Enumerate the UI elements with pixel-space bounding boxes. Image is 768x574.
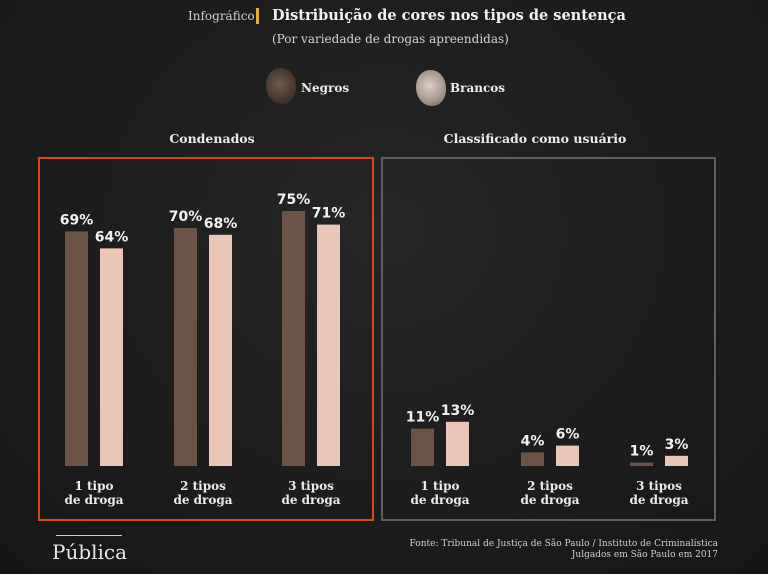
value-label-negros-usuario-3: 1% [630,444,654,460]
category-label-line: de droga [173,493,233,507]
fingerprint-brancos-icon [416,70,446,106]
value-label-negros-condenados-2: 70% [169,209,203,225]
category-label-line: 2 tipos [527,479,573,493]
category-label-usuario-2: 2 tipos de droga [495,479,605,507]
category-label-condenados-1: 1 tipo de droga [39,479,149,507]
bar-negros-condenados-1 [65,231,88,466]
panel-frame-condenados [38,157,374,521]
legend-negros-label: Negros [301,81,350,95]
panel-title-usuario: Classificado como usuário [443,131,627,146]
bar-brancos-usuario-3 [665,455,688,466]
source-note: Fonte: Tribunal de Justiça de São Paulo … [410,539,718,561]
value-label-brancos-condenados-1: 64% [95,229,129,245]
category-label-line: de droga [520,493,580,507]
legend-brancos-label: Brancos [450,81,506,95]
infographic-kicker: Infográfico [188,9,255,23]
bar-brancos-condenados-1 [100,248,123,466]
value-label-brancos-condenados-2: 68% [204,216,238,232]
category-label-line: de droga [64,493,124,507]
value-label-negros-condenados-3: 75% [277,192,311,208]
category-label-condenados-2: 2 tipos de droga [148,479,258,507]
source-line-1: Fonte: Tribunal de Justiça de São Paulo … [409,539,718,549]
category-label-line: 1 tipo [74,479,114,493]
panel-frame-usuario [381,157,716,521]
chart-title: Distribuição de cores nos tipos de sente… [272,7,626,24]
bar-negros-usuario-2 [521,452,544,466]
category-label-line: 2 tipos [180,479,226,493]
bar-brancos-condenados-2 [209,234,232,466]
publica-logo: Pública [52,540,128,564]
value-label-negros-usuario-2: 4% [521,433,545,449]
bar-brancos-usuario-1 [446,421,469,466]
category-label-usuario-1: 1 tipo de droga [385,479,495,507]
bar-brancos-condenados-3 [317,224,340,466]
value-label-brancos-usuario-1: 13% [441,403,475,419]
value-label-brancos-usuario-3: 3% [665,437,689,453]
value-label-negros-condenados-1: 69% [60,212,94,228]
source-line-2: Julgados em São Paulo em 2017 [571,550,718,560]
category-label-line: 3 tipos [288,479,334,493]
bar-brancos-usuario-2 [556,445,579,466]
category-label-line: de droga [629,493,689,507]
category-label-line: de droga [281,493,341,507]
bar-negros-usuario-3 [630,462,653,466]
fingerprint-negros-icon [266,68,296,104]
category-label-line: 3 tipos [636,479,682,493]
bar-negros-condenados-3 [282,211,305,466]
kicker-divider [256,8,259,24]
value-label-brancos-condenados-3: 71% [312,206,346,222]
category-label-line: de droga [410,493,470,507]
panel-title-condenados: Condenados [169,131,255,146]
bar-negros-condenados-2 [174,228,197,466]
chart-subtitle: (Por variedade de drogas apreendidas) [272,32,509,46]
category-label-usuario-3: 3 tipos de droga [604,479,714,507]
bar-negros-usuario-1 [411,428,434,466]
logo-mark [56,535,122,542]
category-label-line: 1 tipo [420,479,460,493]
value-label-negros-usuario-1: 11% [406,410,440,426]
value-label-brancos-usuario-2: 6% [556,427,580,443]
category-label-condenados-3: 3 tipos de droga [256,479,366,507]
